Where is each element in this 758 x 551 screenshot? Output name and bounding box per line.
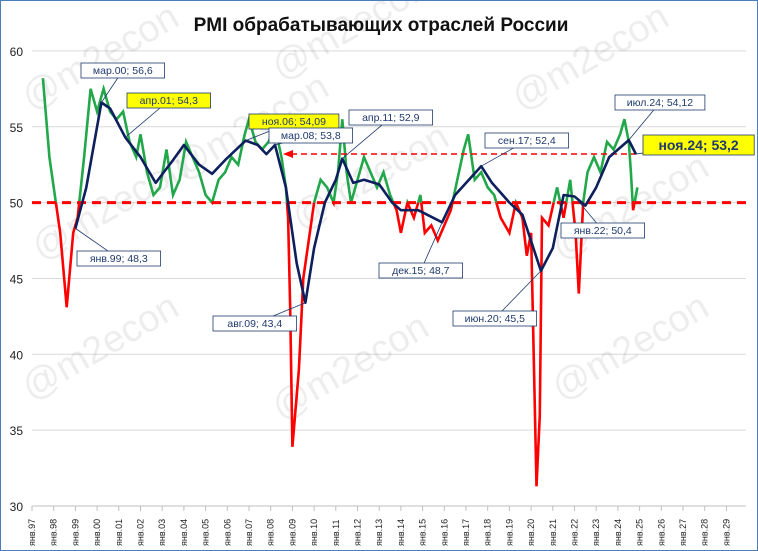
y-tick-label: 30: [10, 500, 24, 514]
watermark: @m2econ: [545, 286, 716, 409]
annotation-label: ноя.24; 53,2: [658, 137, 738, 153]
annotation-label: апр.11; 52,9: [362, 112, 420, 124]
y-tick-label: 55: [10, 121, 24, 135]
moving-average-line: [74, 101, 638, 305]
annotation-label: янв.99; 48,3: [90, 253, 148, 265]
annotation-label: мар.08; 53,8: [281, 130, 341, 142]
x-tick-label: янв.27: [678, 519, 688, 546]
annotation-box: [126, 92, 211, 109]
x-tick-label: янв.17: [461, 519, 471, 546]
annotation-box: [76, 250, 161, 267]
x-tick-label: янв.03: [157, 519, 167, 546]
annotation: дек.15; 48,7: [378, 222, 463, 279]
annotation-box: [484, 132, 569, 149]
chart-title: PMI обрабатывающих отраслей России: [194, 15, 569, 36]
x-tick-label: янв.99: [70, 519, 80, 546]
annotation-leader: [494, 270, 542, 319]
annotation-box: [348, 109, 433, 126]
annotation-label: мар.00; 56,6: [93, 65, 153, 77]
annotation: янв.99; 48,3: [75, 228, 161, 267]
annotation-box: [642, 134, 755, 156]
x-tick-label: янв.97: [27, 519, 37, 546]
x-tick-label: янв.05: [201, 519, 211, 546]
annotation-box: [212, 315, 297, 332]
annotation-box: [80, 62, 165, 79]
x-tick-label: янв.06: [222, 519, 232, 546]
annotation-label: апр.01; 54,3: [140, 95, 198, 107]
x-tick-label: янв.14: [396, 519, 406, 546]
x-tick-label: янв.02: [136, 519, 146, 546]
x-tick-label: янв.12: [353, 519, 363, 546]
x-tick-label: янв.28: [700, 519, 710, 546]
x-tick-label: янв.20: [526, 519, 536, 546]
annotation: июл.24; 54,12: [614, 94, 706, 141]
y-tick-label: 50: [10, 197, 24, 211]
annotation-label: авг.09; 43,4: [227, 318, 282, 330]
x-tick-label: янв.25: [635, 519, 645, 546]
x-tick-label: янв.22: [570, 519, 580, 546]
x-tick-label: янв.26: [656, 519, 666, 546]
x-tick-label: янв.29: [721, 519, 731, 546]
x-tick-label: янв.09: [287, 519, 297, 546]
annotation-box: [378, 262, 463, 279]
annotation: ноя.06; 54,09: [245, 113, 340, 141]
annotation: мар.00; 56,6: [80, 62, 165, 103]
x-tick-label: янв.00: [92, 519, 102, 546]
x-tick-label: янв.24: [613, 519, 623, 546]
x-tick-label: янв.15: [418, 519, 428, 546]
annotation-box: [452, 310, 537, 327]
annotation: сен.17; 52,4: [480, 132, 569, 167]
x-tick-label: янв.07: [244, 519, 254, 546]
x-tick-label: янв.01: [114, 519, 124, 546]
annotation-label: июл.24; 54,12: [627, 97, 694, 109]
annotation-box: [614, 94, 706, 111]
x-tick-label: янв.10: [309, 519, 319, 546]
annotation: авг.09; 43,4: [212, 302, 306, 332]
x-tick-label: янв.18: [483, 519, 493, 546]
annotation-leader: [420, 222, 443, 271]
annotation-label: янв.22; 50,4: [574, 225, 632, 237]
y-tick-label: 35: [10, 424, 24, 438]
x-tick-label: янв.98: [49, 519, 59, 546]
x-tick-label: янв.13: [374, 519, 384, 546]
annotation: ноя.24; 53,2: [635, 134, 755, 156]
annotation-label: дек.15; 48,7: [392, 265, 450, 277]
pmi-line-above-50: [41, 78, 639, 203]
y-tick-label: 45: [10, 272, 24, 286]
x-tick-label: янв.04: [179, 519, 189, 546]
pmi-line-below-50: [54, 202, 636, 487]
x-tick-label: янв.08: [266, 519, 276, 546]
annotation-label: ноя.06; 54,09: [262, 116, 326, 128]
x-tick-label: янв.19: [504, 519, 514, 546]
annotation-box: [560, 222, 645, 239]
x-tick-label: янв.21: [548, 519, 558, 546]
annotation-box: [268, 127, 353, 144]
x-tick-label: янв.16: [439, 519, 449, 546]
annotation-label: июн.20; 45,5: [465, 313, 526, 325]
y-tick-label: 60: [10, 45, 24, 59]
annotation: мар.08; 53,8: [268, 127, 353, 146]
annotation: апр.01; 54,3: [125, 92, 211, 138]
annotation-label: сен.17; 52,4: [498, 135, 556, 147]
annotation: июн.20; 45,5: [452, 270, 542, 327]
annotation: янв.22; 50,4: [560, 196, 645, 239]
watermark: @m2econ: [15, 286, 186, 409]
x-tick-label: янв.23: [591, 519, 601, 546]
x-tick-label: янв.11: [331, 520, 341, 546]
y-tick-label: 40: [10, 348, 24, 362]
arrow-head: [283, 150, 293, 159]
annotation: апр.11; 52,9: [342, 109, 433, 159]
